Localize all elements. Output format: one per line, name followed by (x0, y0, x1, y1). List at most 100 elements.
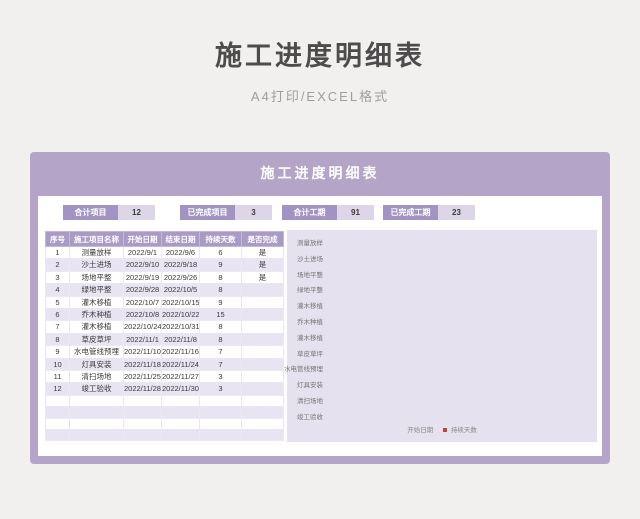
cell-completed (241, 345, 284, 359)
cell-index: 5 (45, 295, 70, 310)
cell-end-date: 2022/9/18 (161, 258, 200, 272)
cell-index: 7 (45, 320, 70, 334)
cell-project-name: 测量放样 (69, 245, 124, 260)
chart-category-label: 灯具安装 (297, 382, 323, 390)
col-header-project-name: 施工项目名称 (69, 231, 124, 247)
legend-item-duration: 持续天数 (443, 424, 477, 434)
card-header-title: 施工进度明细表 (260, 165, 380, 181)
col-header-index: 序号 (45, 231, 70, 247)
page-subtitle: A4打印/EXCEL格式 (250, 89, 390, 104)
chart-category-label: 竣工验收 (297, 413, 323, 421)
cell-start-date: 2022/10/24 (123, 320, 162, 334)
chart-category-label: 绿地平整 (297, 287, 323, 295)
chart-legend: 开始日期 持续天数 (287, 424, 597, 434)
chart-category-label: 清扫场地 (297, 397, 323, 405)
summary-completed-projects: 已完成项目 3 (180, 205, 272, 220)
cell-index: 6 (45, 308, 70, 322)
cell-duration: 7 (199, 357, 242, 372)
cell-end-date: 2022/10/5 (161, 283, 200, 297)
cell-end-date: 2022/9/6 (161, 245, 200, 260)
summary-completed-duration: 已完成工期 23 (383, 205, 475, 220)
table-row: 5 灌木移植 2022/10/7 2022/10/15 9 (45, 295, 284, 310)
chart-category-label: 水电管线预埋 (284, 366, 323, 374)
cell-duration: 3 (199, 370, 242, 384)
cell-project-name: 清扫场地 (69, 370, 124, 384)
cell-duration: 8 (199, 270, 242, 285)
cell-end-date: 2022/11/24 (161, 357, 200, 372)
col-header-duration-days: 持续天数 (199, 231, 242, 247)
cell-end-date: 2022/11/8 (161, 332, 200, 347)
cell-index: 10 (45, 357, 70, 372)
cell-index: 9 (45, 345, 70, 359)
chart-category-labels: 测量放样 沙土进场 场地平整 绿地平整 灌木移植 乔木种植 灌木移植 草皮草坪 … (267, 236, 323, 426)
cell-index: 2 (45, 258, 70, 272)
cell-project-name: 水电管线预埋 (69, 345, 124, 359)
table-row-empty (45, 406, 284, 419)
col-header-completed: 是否完成 (241, 231, 284, 247)
cell-start-date: 2022/10/8 (123, 308, 162, 322)
cell-start-date: 2022/9/19 (123, 270, 162, 285)
cell-index: 8 (45, 332, 70, 347)
page-title: 施工进度明细表 (215, 41, 425, 71)
summary-value: 23 (438, 205, 475, 220)
chart-category-label: 乔木种植 (297, 318, 323, 326)
cell-duration: 15 (199, 308, 242, 322)
cell-completed: 是 (241, 245, 284, 260)
legend-item-start-date: 开始日期 (407, 424, 433, 434)
summary-value: 12 (118, 205, 155, 220)
cell-end-date: 2022/11/16 (161, 345, 200, 359)
card-panel: 合计项目 12 已完成项目 3 合计工期 91 已完成工期 23 序号 施工项目… (38, 196, 602, 456)
legend-label: 开始日期 (407, 427, 434, 434)
cell-project-name: 灌木移植 (69, 320, 124, 334)
summary-total-projects: 合计项目 12 (63, 205, 155, 220)
cell-completed (241, 332, 284, 347)
cell-completed (241, 283, 284, 297)
cell-completed: 是 (241, 258, 284, 272)
table-row-empty (45, 394, 284, 408)
table-row: 4 绿地平整 2022/9/28 2022/10/5 8 (45, 283, 284, 297)
cell-duration: 7 (199, 345, 242, 359)
cell-completed (241, 382, 284, 396)
table-row: 9 水电管线预埋 2022/11/10 2022/11/16 7 (45, 345, 284, 359)
gantt-chart-area: 测量放样 沙土进场 场地平整 绿地平整 灌木移植 乔木种植 灌木移植 草皮草坪 … (284, 230, 597, 442)
cell-index: 3 (45, 270, 70, 285)
table-row-empty (45, 429, 284, 442)
template-card: 施工进度明细表 合计项目 12 已完成项目 3 合计工期 91 已完成工期 23 (30, 152, 610, 464)
summary-total-duration: 合计工期 91 (282, 205, 374, 220)
cell-completed (241, 357, 284, 372)
cell-duration: 6 (199, 245, 242, 260)
chart-category-label: 灌木移植 (297, 334, 323, 342)
summary-label: 合计工期 (282, 205, 337, 220)
summary-label: 合计项目 (63, 205, 118, 220)
table-row: 11 清扫场地 2022/11/25 2022/11/27 3 (45, 370, 284, 384)
chart-category-label: 灌木移植 (297, 303, 323, 311)
cell-index: 1 (45, 245, 70, 260)
cell-start-date: 2022/9/10 (123, 258, 162, 272)
chart-category-label: 测量放样 (297, 240, 323, 247)
table-row: 12 竣工验收 2022/11/28 2022/11/30 3 (45, 382, 284, 396)
cell-index: 11 (45, 370, 70, 384)
table-row: 10 灯具安装 2022/11/18 2022/11/24 7 (45, 357, 284, 372)
cell-end-date: 2022/10/22 (161, 308, 200, 322)
cell-start-date: 2022/10/7 (123, 295, 162, 310)
cell-duration: 9 (199, 295, 242, 310)
chart-category-label: 场地平整 (297, 271, 323, 279)
cell-duration: 9 (199, 258, 242, 272)
cell-completed (241, 308, 284, 322)
legend-marker-icon (443, 428, 447, 433)
cell-duration: 8 (199, 320, 242, 334)
cell-completed (241, 295, 284, 310)
cell-project-name: 沙土进场 (69, 258, 124, 272)
cell-end-date: 2022/11/27 (161, 370, 200, 384)
cell-project-name: 竣工验收 (69, 382, 124, 396)
col-header-start-date: 开始日期 (123, 231, 162, 247)
cell-index: 12 (45, 382, 70, 396)
cell-start-date: 2022/9/28 (123, 283, 162, 297)
summary-label: 已完成项目 (180, 205, 235, 220)
cell-start-date: 2022/11/18 (123, 357, 162, 372)
cell-duration: 8 (199, 332, 242, 347)
cell-duration: 3 (199, 382, 242, 396)
cell-duration: 8 (199, 283, 242, 297)
cell-index: 4 (45, 283, 70, 297)
chart-category-label: 草皮草坪 (297, 350, 323, 358)
